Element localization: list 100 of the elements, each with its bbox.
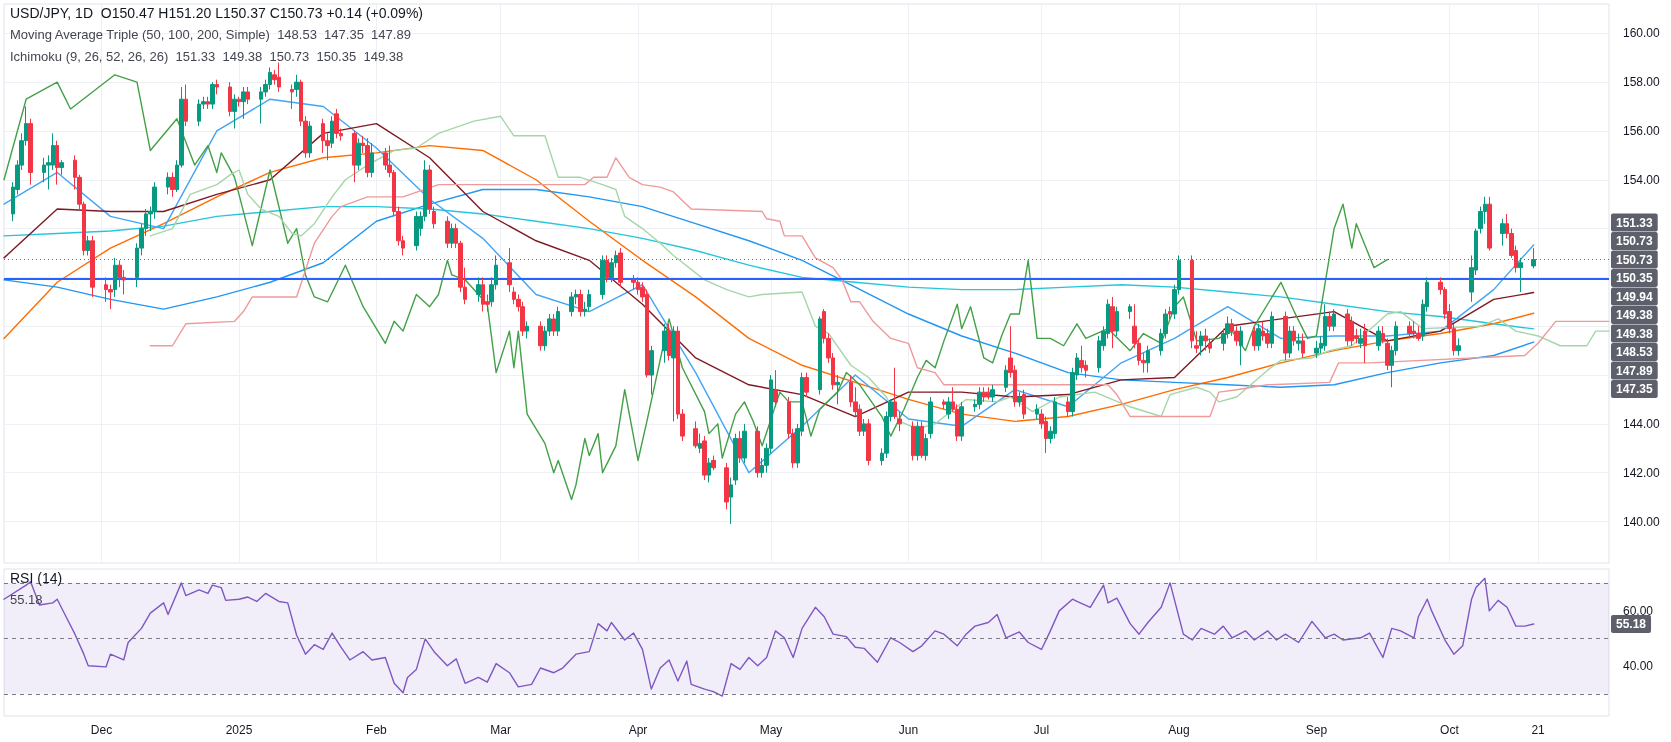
candlestick [1115, 306, 1119, 337]
y-tick-label: 154.00 [1623, 172, 1661, 187]
candlestick [928, 396, 933, 440]
candlestick [618, 247, 623, 288]
candlestick [946, 396, 951, 420]
candlestick [28, 118, 33, 186]
y-tick-label: 158.00 [1623, 75, 1661, 90]
candlestick [1456, 337, 1461, 357]
candlestick [241, 86, 246, 120]
candlestick [1110, 296, 1115, 349]
candlestick [232, 93, 237, 129]
candlestick [1500, 218, 1505, 247]
candlestick [1363, 323, 1367, 364]
text: 149.38 [1616, 326, 1654, 341]
candlestick [228, 81, 232, 117]
candlestick [977, 386, 982, 410]
candlestick [445, 215, 450, 249]
candlestick [308, 120, 312, 159]
candlestick [1190, 254, 1194, 349]
candlestick [1376, 325, 1381, 352]
candlestick [1079, 345, 1084, 374]
candlestick [1345, 308, 1350, 347]
x-tick-label: Jul [1033, 723, 1050, 737]
candlestick [773, 369, 778, 408]
candlestick [804, 372, 809, 398]
candlestick [1296, 333, 1301, 352]
text: 149.94 [1616, 289, 1654, 304]
candlestick [206, 96, 210, 110]
candlestick [334, 108, 339, 139]
candlestick [1358, 328, 1363, 349]
x-tick-label: Aug [1168, 723, 1190, 737]
candlestick [667, 323, 671, 361]
candlestick [1314, 340, 1319, 359]
candlestick [1035, 403, 1039, 420]
x-tick-label: Sep [1305, 723, 1328, 737]
candlestick [294, 74, 299, 98]
candlestick [170, 171, 175, 198]
candlestick [693, 420, 698, 449]
candlestick [631, 274, 636, 291]
candlestick [1199, 330, 1203, 357]
chart-title: USD/JPY, 1D O150.47 H151.20 L150.37 C150.73 +0.14 (+0.09%) [10, 5, 424, 21]
candlestick [414, 210, 419, 252]
candlestick [942, 398, 946, 410]
candlestick [702, 435, 707, 481]
candlestick [924, 433, 928, 461]
candlestick [818, 315, 822, 396]
candlestick [605, 254, 609, 283]
candlestick [450, 223, 454, 249]
text: 150.35 [1616, 271, 1654, 286]
y-tick-label: 144.00 [1623, 416, 1661, 431]
candlestick [525, 320, 529, 339]
candlestick [1270, 311, 1274, 349]
candlestick [862, 418, 866, 437]
text: 55.18 [1616, 616, 1647, 631]
candlestick [990, 384, 995, 403]
x-tick-label: May [759, 723, 783, 737]
candlestick [835, 374, 840, 405]
candlestick [1239, 325, 1243, 366]
candlestick [915, 420, 920, 461]
candlestick [1292, 325, 1296, 347]
candlestick [982, 386, 986, 403]
text: Moving Average Triple (50, 100, 200, Simple) 148.53 147.35 147.89 Ichimoku (9, 26, 52, 26, 26) 151.33 149.38 150.73 150.35 149.38 [10, 27, 411, 64]
candlestick [370, 142, 374, 178]
candlestick [1146, 345, 1150, 374]
candlestick [1022, 389, 1026, 420]
candlestick [246, 86, 250, 105]
candlestick [1381, 325, 1385, 344]
candlestick [1301, 333, 1305, 359]
candlestick [1288, 325, 1292, 359]
candlestick [755, 425, 760, 479]
candlestick [552, 313, 556, 337]
candlestick [538, 320, 543, 352]
candlestick [1128, 303, 1132, 320]
candlestick [733, 433, 738, 486]
candlestick [724, 462, 729, 510]
candlestick [1518, 257, 1523, 293]
line-series [3, 98, 1535, 474]
text: 150.73 [1616, 252, 1654, 267]
line-series [3, 74, 1389, 501]
x-tick-label: Mar [490, 723, 511, 737]
y-tick-label: 160.00 [1623, 26, 1661, 41]
x-tick-label: Jun [898, 723, 919, 737]
candlestick [210, 81, 215, 110]
text: 147.35 [1616, 382, 1654, 397]
candlestick [507, 247, 512, 293]
candlestick [59, 159, 64, 176]
y-tick-label: 142.00 [1623, 465, 1661, 480]
line-series [149, 115, 1610, 430]
y-tick-label: 40.00 [1623, 659, 1654, 674]
candlestick [1332, 308, 1336, 332]
x-tick-label: 2025 [225, 723, 253, 737]
candlestick [1203, 328, 1208, 352]
candlestick [897, 411, 902, 432]
candlestick [237, 96, 241, 108]
candlestick [893, 367, 897, 420]
candlestick [920, 420, 924, 459]
line-series [149, 157, 1610, 418]
candlestick [671, 325, 676, 422]
chart-title: RSI (14) [10, 570, 63, 586]
candlestick [166, 171, 170, 195]
